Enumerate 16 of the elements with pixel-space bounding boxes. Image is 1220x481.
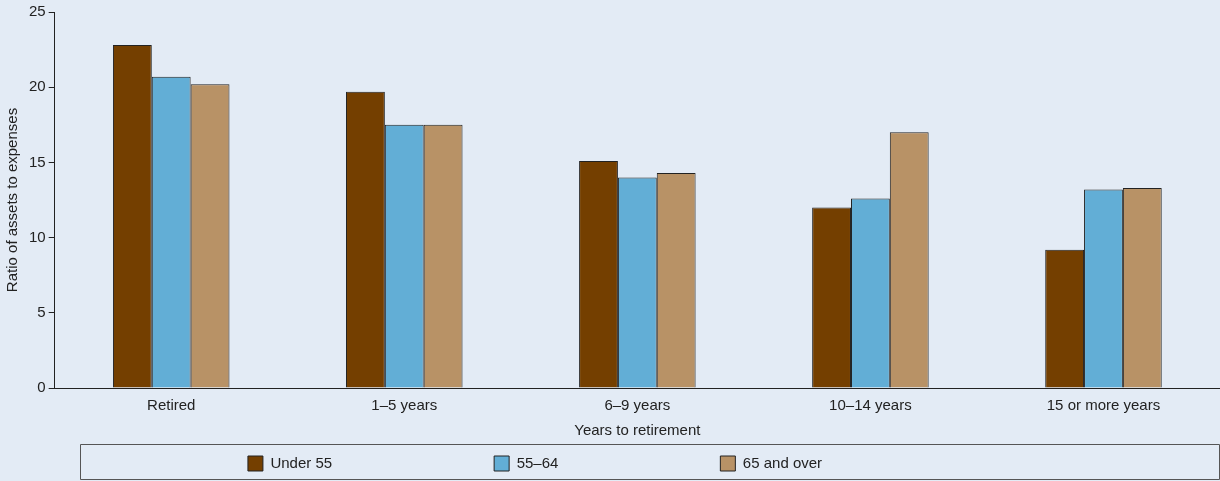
legend-label: 55–64	[516, 453, 709, 471]
x-axis-title: Years to retirement	[574, 421, 702, 439]
y-tick-label: 25	[29, 2, 46, 20]
y-tick-label: 0	[37, 378, 46, 396]
x-tick-label: 10–14 years	[829, 396, 912, 414]
y-tick-label: 5	[37, 302, 46, 320]
x-tick-label: 1–5 years	[371, 396, 438, 414]
y-tick-label: 20	[29, 77, 46, 95]
legend-label: 65 and over	[742, 453, 973, 471]
x-tick-label: Retired	[147, 396, 196, 414]
legend-label: Under 55	[270, 453, 483, 471]
y-axis-title: Ratio of assets to expenses	[3, 107, 21, 293]
y-tick-label: 15	[29, 152, 46, 170]
x-tick-label: 15 or more years	[1046, 396, 1161, 414]
x-tick-label: 6–9 years	[604, 396, 671, 414]
y-tick-label: 10	[29, 227, 46, 245]
